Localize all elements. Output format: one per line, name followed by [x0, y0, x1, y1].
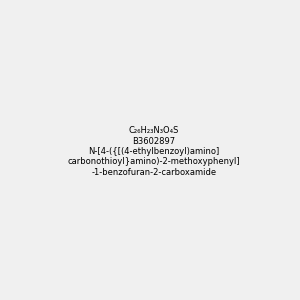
Text: C₂₆H₂₃N₃O₄S
B3602897
N-[4-({[(4-ethylbenzoyl)amino]
carbonothioyl}amino)-2-metho: C₂₆H₂₃N₃O₄S B3602897 N-[4-({[(4-ethylben…: [68, 126, 240, 177]
